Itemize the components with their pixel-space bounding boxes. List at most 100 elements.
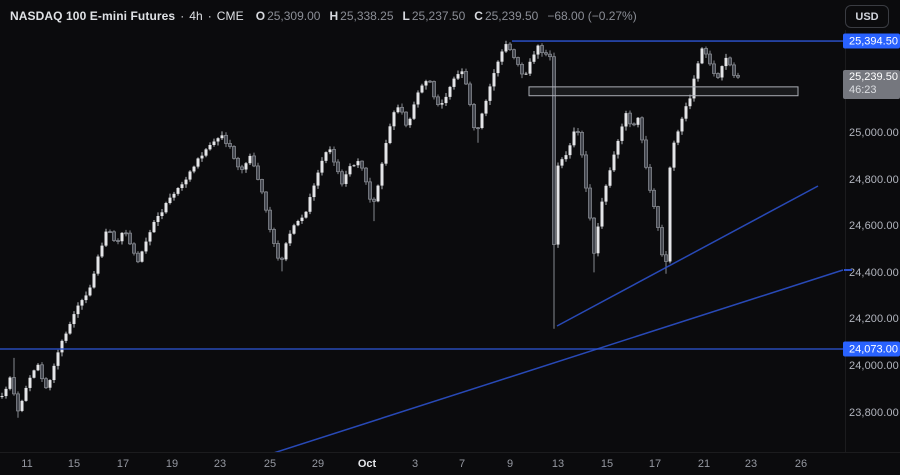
candle[interactable] xyxy=(4,386,8,399)
candle[interactable] xyxy=(224,132,228,148)
candle[interactable] xyxy=(488,83,492,106)
candle[interactable] xyxy=(120,232,124,245)
candle[interactable] xyxy=(392,110,396,131)
candle[interactable] xyxy=(592,217,596,273)
candle[interactable] xyxy=(588,184,592,221)
candle[interactable] xyxy=(684,102,688,122)
candle[interactable] xyxy=(140,250,144,263)
candle[interactable] xyxy=(464,68,468,86)
candle[interactable] xyxy=(132,242,136,256)
price-axis[interactable]: 25,000.00 24,800.00 24,600.00 24,400.00 24,2… xyxy=(843,30,900,452)
candle[interactable] xyxy=(284,241,288,262)
candle[interactable] xyxy=(232,145,236,160)
candle[interactable] xyxy=(456,70,460,81)
candle[interactable] xyxy=(252,152,256,168)
chart-pane[interactable] xyxy=(0,30,846,452)
candle[interactable] xyxy=(432,80,436,100)
candle[interactable] xyxy=(216,137,220,146)
candle[interactable] xyxy=(508,42,512,51)
candle[interactable] xyxy=(620,123,624,145)
candle[interactable] xyxy=(16,391,20,418)
candle[interactable] xyxy=(416,90,420,108)
candle[interactable] xyxy=(320,157,324,176)
candle[interactable] xyxy=(36,363,40,372)
candle[interactable] xyxy=(300,214,304,224)
candle[interactable] xyxy=(400,103,404,115)
candle[interactable] xyxy=(548,50,552,61)
candle[interactable] xyxy=(248,153,252,166)
candle[interactable] xyxy=(412,101,416,121)
candle[interactable] xyxy=(448,85,452,100)
candle[interactable] xyxy=(176,187,180,196)
candle[interactable] xyxy=(220,131,224,141)
candle[interactable] xyxy=(368,177,372,203)
exchange-label[interactable]: CME xyxy=(216,9,244,23)
candle[interactable] xyxy=(136,251,140,264)
candle[interactable] xyxy=(0,392,4,399)
candle[interactable] xyxy=(264,191,268,213)
candle[interactable] xyxy=(424,79,428,90)
candle[interactable] xyxy=(340,169,344,187)
candle[interactable] xyxy=(404,111,408,128)
candle[interactable] xyxy=(732,62,736,78)
candlestick-chart[interactable] xyxy=(0,30,845,452)
candle[interactable] xyxy=(228,139,232,149)
candle[interactable] xyxy=(64,331,68,344)
symbol-title[interactable]: NASDAQ 100 E-mini Futures xyxy=(10,9,176,23)
candle[interactable] xyxy=(240,164,244,174)
candle[interactable] xyxy=(156,212,160,226)
candle[interactable] xyxy=(460,68,464,79)
candle[interactable] xyxy=(272,227,276,248)
candle[interactable] xyxy=(88,284,92,297)
candle[interactable] xyxy=(44,377,48,390)
currency-toggle-button[interactable]: USD xyxy=(845,5,889,28)
candle[interactable] xyxy=(604,184,608,205)
candle[interactable] xyxy=(144,237,148,254)
candle[interactable] xyxy=(692,75,696,102)
candle[interactable] xyxy=(260,178,264,195)
candle[interactable] xyxy=(720,65,724,81)
candle[interactable] xyxy=(32,369,36,379)
candle[interactable] xyxy=(724,53,728,70)
time-axis[interactable]: 11 15 17 19 23 25 29 Oct 3 7 9 13 15 17 21 23 26 xyxy=(0,452,900,475)
candle[interactable] xyxy=(28,375,32,392)
candle[interactable] xyxy=(616,139,620,159)
candle[interactable] xyxy=(644,135,648,170)
candle[interactable] xyxy=(376,184,380,203)
candle[interactable] xyxy=(452,76,456,90)
candle[interactable] xyxy=(668,166,672,264)
candle[interactable] xyxy=(528,58,532,77)
candle[interactable] xyxy=(652,188,656,210)
candle[interactable] xyxy=(444,92,448,107)
candle[interactable] xyxy=(556,162,560,248)
candle[interactable] xyxy=(544,49,548,57)
candle[interactable] xyxy=(76,302,80,318)
candle[interactable] xyxy=(24,385,28,402)
candle[interactable] xyxy=(628,110,632,128)
candle[interactable] xyxy=(348,163,352,177)
candle[interactable] xyxy=(476,126,480,143)
candle[interactable] xyxy=(268,206,272,233)
candle[interactable] xyxy=(152,219,156,233)
candle[interactable] xyxy=(128,230,132,245)
candle[interactable] xyxy=(664,251,668,274)
candle[interactable] xyxy=(84,291,88,304)
candle[interactable] xyxy=(484,99,488,117)
candle[interactable] xyxy=(468,81,472,107)
candle[interactable] xyxy=(648,164,652,193)
candle[interactable] xyxy=(8,376,12,391)
candle[interactable] xyxy=(564,151,568,162)
candle[interactable] xyxy=(700,47,704,65)
candle[interactable] xyxy=(532,50,536,64)
candle[interactable] xyxy=(696,60,700,82)
candle[interactable] xyxy=(72,311,76,328)
candle[interactable] xyxy=(20,399,24,413)
candle[interactable] xyxy=(572,127,576,148)
candle[interactable] xyxy=(496,60,500,77)
candle[interactable] xyxy=(308,193,312,215)
candle[interactable] xyxy=(436,94,440,107)
candle[interactable] xyxy=(276,240,280,261)
candle[interactable] xyxy=(520,62,524,79)
trendline[interactable] xyxy=(556,185,819,327)
candle[interactable] xyxy=(104,228,108,248)
